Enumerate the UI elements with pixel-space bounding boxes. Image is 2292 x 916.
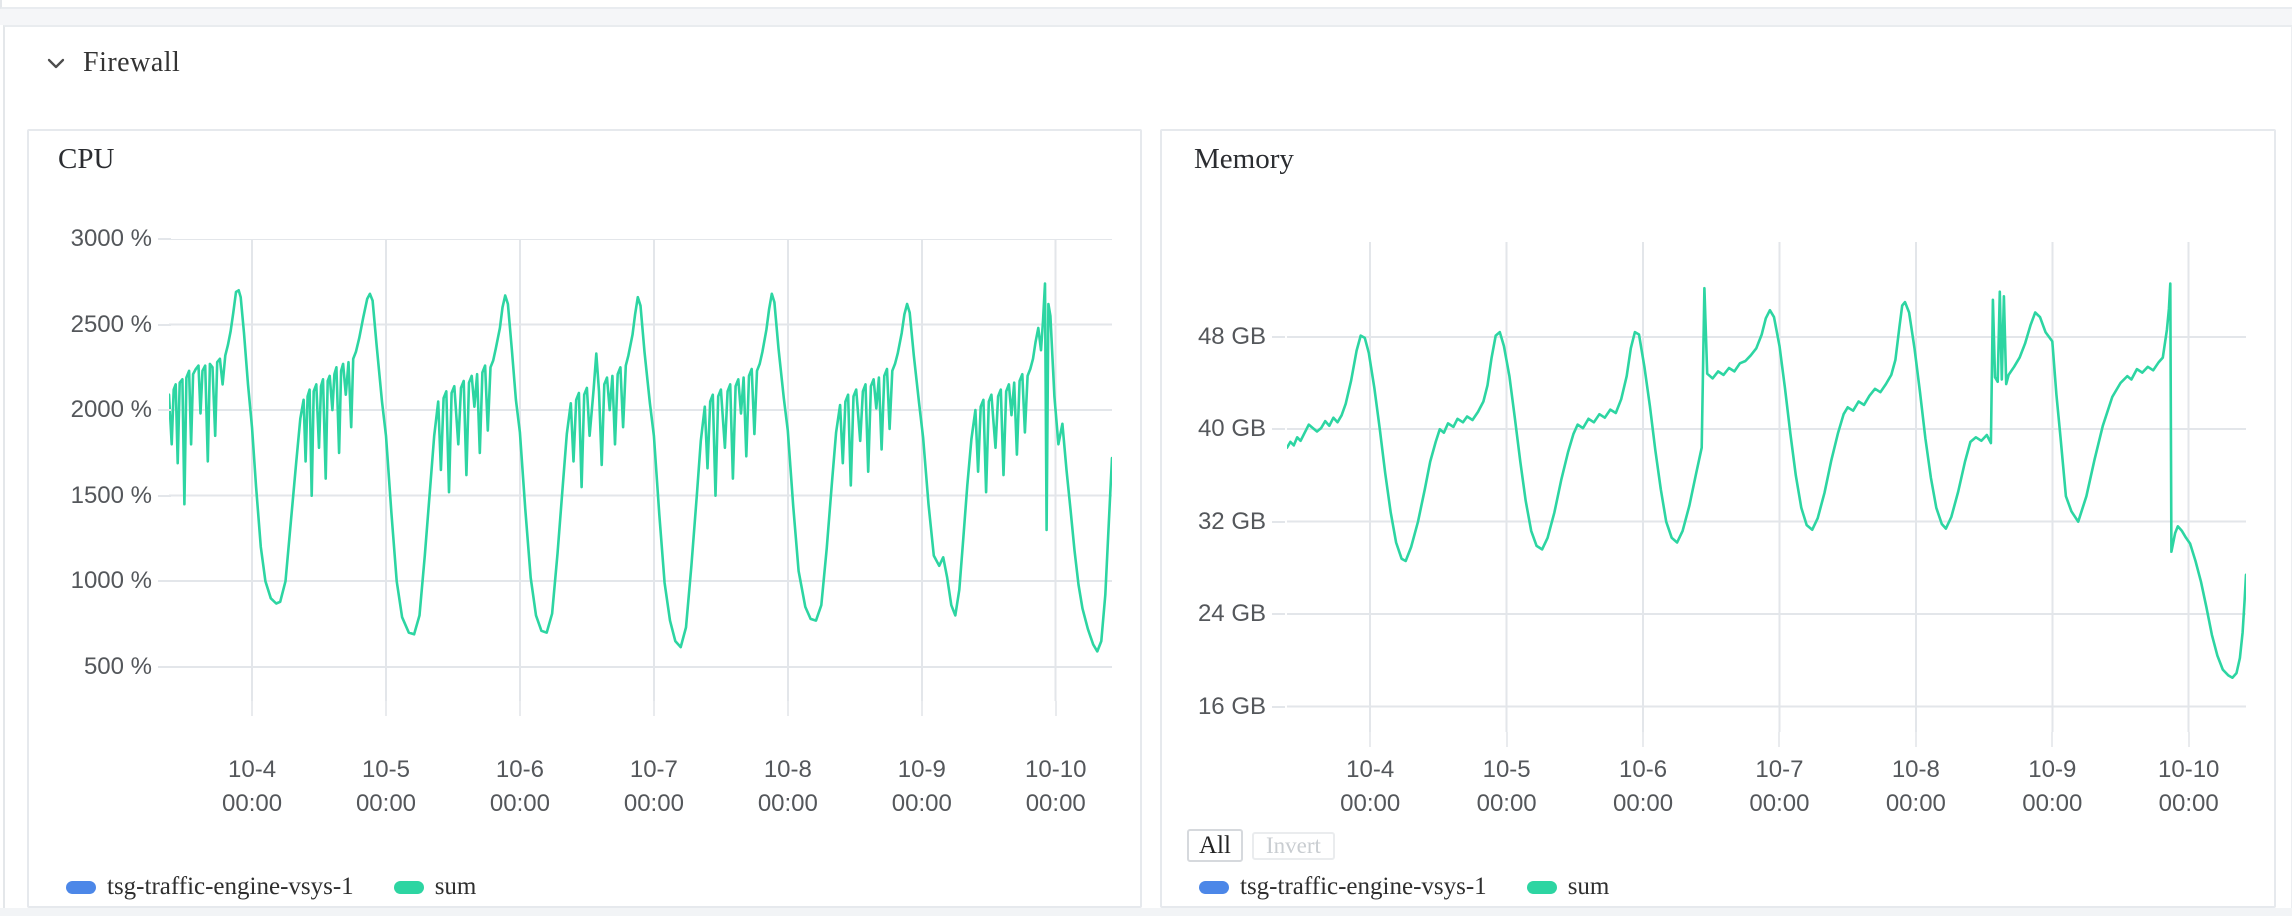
y-axis-label: 1500 %	[70, 481, 152, 509]
legend-all-button[interactable]: All	[1187, 829, 1243, 862]
x-axis-label: 10-9 00:00	[891, 756, 952, 817]
series-line-sum	[1287, 282, 2246, 680]
x-axis-label: 10-10 00:00	[1025, 756, 1087, 817]
x-axis-label: 10-8 00:00	[1885, 756, 1946, 817]
x-axis-label: 10-5 00:00	[1476, 756, 1537, 817]
x-axis-tick	[1778, 732, 1781, 747]
y-axis-tick	[1272, 705, 1285, 708]
x-axis-tick	[1642, 732, 1645, 747]
y-axis-tick	[158, 580, 171, 583]
y-axis-label: 40 GB	[1197, 415, 1266, 443]
panel-gap	[0, 9, 2292, 25]
x-axis-tick	[1505, 732, 1508, 747]
legend-item[interactable]: sum	[393, 873, 477, 901]
x-axis-tick	[920, 701, 923, 716]
x-axis-tick	[1369, 732, 1372, 747]
x-axis-label: 10-10 00:00	[2158, 756, 2220, 817]
x-axis-tick	[1054, 701, 1057, 716]
plot-svg[interactable]	[169, 239, 1112, 701]
x-axis-tick	[251, 701, 254, 716]
series-line-sum	[169, 282, 1112, 653]
y-axis-label: 3000 %	[70, 225, 152, 252]
x-axis-tick	[384, 701, 387, 716]
legend-invert-button[interactable]: Invert	[1251, 832, 1335, 860]
chart-title-cpu: CPU	[58, 143, 115, 175]
y-axis-tick	[158, 665, 171, 668]
legend-label: tsg-traffic-engine-vsys-1	[1240, 873, 1487, 900]
y-axis-tick	[1272, 613, 1285, 616]
firewall-section: Firewall CPU tsg-traffic-engine-vsys-1 s…	[3, 25, 2292, 910]
series-color-pill	[1526, 880, 1557, 894]
series-color-pill	[66, 880, 96, 894]
x-axis-tick	[652, 701, 655, 716]
y-axis-label: 1000 %	[70, 567, 152, 595]
x-axis-label: 10-6 00:00	[1613, 756, 1674, 817]
plot-svg[interactable]	[1287, 242, 2246, 732]
section-title: Firewall	[83, 47, 181, 78]
x-axis-tick	[2051, 732, 2054, 747]
x-axis-label: 10-7 00:00	[1749, 756, 1810, 817]
memory-chart-card: Memory All Invert tsg-traffic-engine-vsy…	[1160, 129, 2276, 908]
x-axis-tick	[786, 701, 789, 716]
legend-item[interactable]: sum	[1526, 873, 1610, 901]
cropped-panel-above	[0, 0, 2292, 9]
y-axis-label: 48 GB	[1197, 322, 1266, 350]
y-axis-tick	[158, 238, 171, 240]
y-axis-label: 2000 %	[70, 396, 152, 424]
y-axis-label: 16 GB	[1197, 692, 1266, 720]
chart-title-memory: Memory	[1194, 143, 1294, 175]
y-axis-label: 500 %	[83, 652, 152, 680]
x-axis-label: 10-6 00:00	[489, 756, 550, 817]
y-axis-label: 2500 %	[70, 310, 152, 338]
x-axis-label: 10-7 00:00	[623, 756, 684, 817]
x-axis-label: 10-8 00:00	[757, 756, 818, 817]
y-axis-tick	[1272, 520, 1285, 523]
x-axis-label: 10-4 00:00	[222, 756, 283, 817]
x-axis-tick	[518, 701, 521, 716]
y-axis-tick	[158, 409, 171, 412]
y-axis-label: 24 GB	[1197, 600, 1266, 628]
x-axis-tick	[1914, 732, 1917, 747]
legend-item[interactable]: tsg-traffic-engine-vsys-1	[66, 873, 354, 901]
series-color-pill	[393, 880, 424, 894]
chart-legend: tsg-traffic-engine-vsys-1 sum	[66, 873, 476, 901]
y-axis-tick	[158, 494, 171, 497]
x-axis-label: 10-9 00:00	[2022, 756, 2083, 817]
page-background-strip	[0, 908, 2292, 916]
y-axis-label: 32 GB	[1197, 507, 1266, 535]
y-axis-tick	[158, 323, 171, 326]
chart-legend: tsg-traffic-engine-vsys-1 sum	[1199, 873, 1609, 901]
cpu-chart-card: CPU tsg-traffic-engine-vsys-1 sum 3000 %…	[27, 129, 1142, 908]
x-axis-label: 10-4 00:00	[1340, 756, 1401, 817]
chevron-down-icon[interactable]	[43, 50, 69, 76]
legend-controls: All Invert	[1187, 829, 1335, 862]
legend-label: sum	[1567, 873, 1610, 900]
legend-label: sum	[434, 873, 477, 900]
x-axis-label: 10-5 00:00	[355, 756, 417, 817]
x-axis-tick	[2187, 732, 2190, 747]
y-axis-tick	[1272, 428, 1285, 431]
legend-item[interactable]: tsg-traffic-engine-vsys-1	[1199, 873, 1487, 901]
series-color-pill	[1199, 880, 1229, 894]
firewall-section-header[interactable]: Firewall	[43, 47, 180, 79]
y-axis-tick	[1272, 335, 1285, 338]
legend-label: tsg-traffic-engine-vsys-1	[107, 873, 354, 900]
